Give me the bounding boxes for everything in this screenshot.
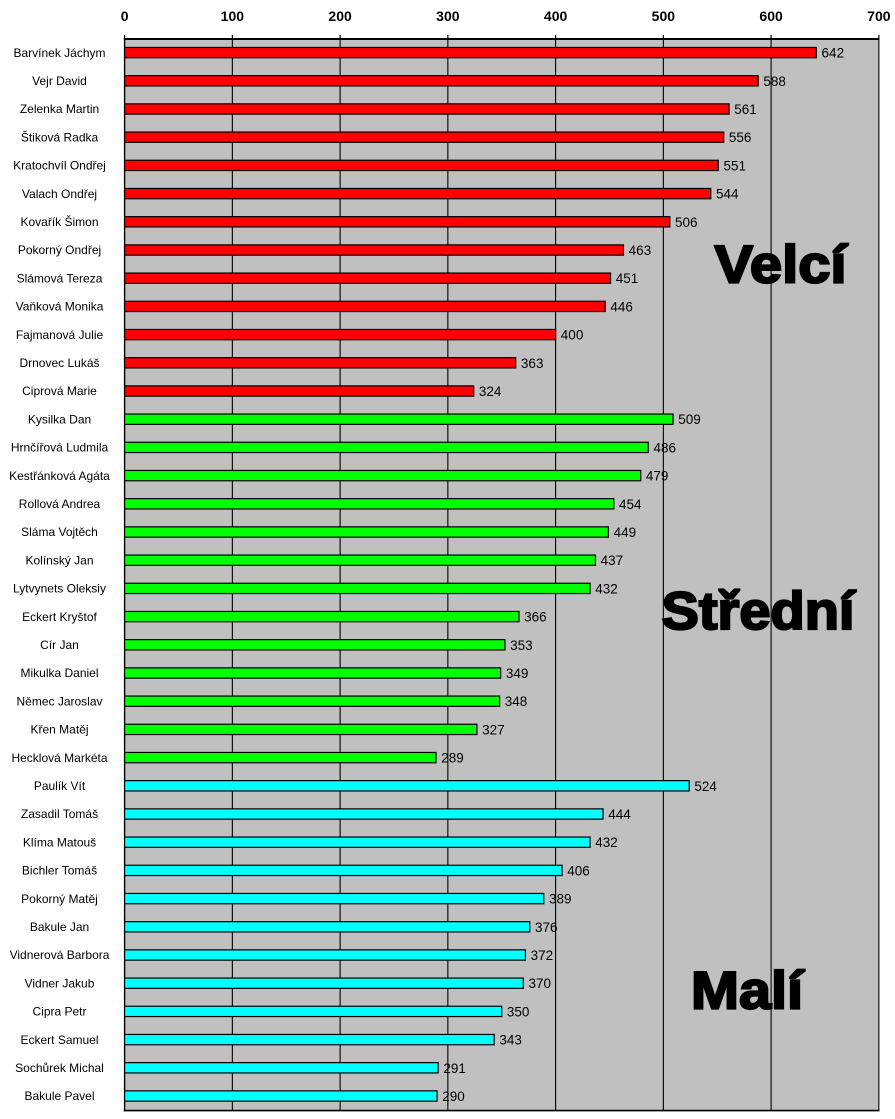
svg-text:370: 370: [528, 976, 551, 991]
svg-text:Zelenka Martin: Zelenka Martin: [20, 102, 99, 116]
svg-text:Němec Jaroslav: Němec Jaroslav: [16, 694, 102, 708]
svg-text:100: 100: [221, 8, 245, 24]
svg-text:289: 289: [441, 751, 464, 766]
svg-text:432: 432: [595, 835, 618, 850]
svg-text:600: 600: [759, 8, 783, 24]
svg-text:350: 350: [507, 1004, 530, 1019]
svg-text:Drnovec Lukáš: Drnovec Lukáš: [19, 356, 99, 370]
svg-text:479: 479: [646, 469, 669, 484]
svg-text:Eckert Samuel: Eckert Samuel: [20, 1033, 98, 1047]
svg-text:Sochůrek Michal: Sochůrek Michal: [15, 1061, 104, 1075]
svg-text:444: 444: [608, 807, 631, 822]
svg-text:Hecklová Markéta: Hecklová Markéta: [11, 751, 107, 765]
svg-text:Slámová Tereza: Slámová Tereza: [17, 271, 103, 285]
svg-text:353: 353: [510, 638, 533, 653]
svg-text:Kolínský Jan: Kolínský Jan: [25, 553, 93, 567]
svg-text:506: 506: [675, 215, 698, 230]
svg-text:389: 389: [549, 892, 572, 907]
svg-text:406: 406: [567, 863, 590, 878]
svg-text:Barvínek Jáchym: Barvínek Jáchym: [13, 46, 105, 60]
svg-text:Kestřánková Agáta: Kestřánková Agáta: [9, 469, 110, 483]
svg-text:700: 700: [867, 8, 891, 24]
svg-text:324: 324: [479, 384, 502, 399]
svg-text:Vidnerová Barbora: Vidnerová Barbora: [10, 948, 110, 962]
svg-text:Paulík Vít: Paulík Vít: [34, 779, 86, 793]
svg-text:Bakule Pavel: Bakule Pavel: [24, 1089, 94, 1103]
svg-text:Kratochvíl Ondřej: Kratochvíl Ondřej: [13, 159, 106, 173]
svg-text:Ciprová Marie: Ciprová Marie: [22, 384, 97, 398]
svg-text:454: 454: [619, 497, 642, 512]
svg-text:Klíma Matouš: Klíma Matouš: [23, 835, 96, 849]
svg-text:432: 432: [595, 581, 618, 596]
svg-text:400: 400: [544, 8, 568, 24]
svg-text:Cír Jan: Cír Jan: [40, 638, 79, 652]
svg-text:486: 486: [653, 440, 676, 455]
svg-text:449: 449: [614, 525, 637, 540]
svg-text:588: 588: [763, 74, 786, 89]
svg-text:372: 372: [531, 948, 554, 963]
svg-text:Malí: Malí: [691, 961, 805, 1020]
svg-text:642: 642: [822, 46, 845, 61]
svg-text:366: 366: [524, 610, 547, 625]
svg-text:463: 463: [629, 243, 652, 258]
svg-text:Rollová Andrea: Rollová Andrea: [19, 497, 101, 511]
svg-text:446: 446: [610, 299, 633, 314]
svg-text:290: 290: [442, 1089, 465, 1104]
svg-text:500: 500: [652, 8, 676, 24]
svg-text:Zasadil Tomáš: Zasadil Tomáš: [21, 807, 98, 821]
svg-text:Mikulka Daniel: Mikulka Daniel: [20, 666, 98, 680]
svg-text:Vaňková Monika: Vaňková Monika: [16, 300, 104, 314]
svg-text:Sláma Vojtěch: Sláma Vojtěch: [21, 525, 98, 539]
svg-text:544: 544: [716, 187, 739, 202]
svg-text:437: 437: [601, 553, 624, 568]
svg-text:509: 509: [678, 412, 701, 427]
svg-text:348: 348: [505, 694, 528, 709]
svg-text:Velcí: Velcí: [715, 235, 849, 294]
svg-text:Pokorný Matěj: Pokorný Matěj: [21, 892, 98, 906]
svg-text:300: 300: [436, 8, 460, 24]
svg-text:Kovařík Šimon: Kovařík Šimon: [20, 214, 98, 229]
svg-text:Vidner Jakub: Vidner Jakub: [25, 976, 95, 990]
svg-text:Hrnčířová Ludmila: Hrnčířová Ludmila: [11, 441, 109, 455]
svg-text:Eckert Kryštof: Eckert Kryštof: [22, 610, 97, 624]
svg-text:Cipra Petr: Cipra Petr: [32, 1005, 86, 1019]
svg-text:349: 349: [506, 666, 529, 681]
svg-text:Bakule Jan: Bakule Jan: [30, 920, 89, 934]
svg-text:Fajmanová Julie: Fajmanová Julie: [16, 328, 104, 342]
svg-text:343: 343: [499, 1033, 522, 1048]
svg-text:551: 551: [724, 158, 747, 173]
svg-text:Bichler Tomáš: Bichler Tomáš: [22, 864, 97, 878]
svg-text:Vejr David: Vejr David: [32, 74, 87, 88]
svg-text:363: 363: [521, 356, 544, 371]
svg-text:Kysilka Dan: Kysilka Dan: [28, 412, 91, 426]
svg-text:0: 0: [121, 8, 129, 24]
svg-text:291: 291: [443, 1061, 466, 1076]
svg-text:Pokorný Ondřej: Pokorný Ondřej: [18, 243, 101, 257]
svg-text:376: 376: [535, 920, 558, 935]
svg-text:524: 524: [694, 779, 717, 794]
svg-text:Štiková Radka: Štiková Radka: [21, 129, 99, 144]
svg-text:451: 451: [616, 271, 639, 286]
svg-text:556: 556: [729, 130, 752, 145]
svg-text:561: 561: [734, 102, 757, 117]
svg-text:Valach Ondřej: Valach Ondřej: [22, 187, 97, 201]
svg-text:327: 327: [482, 722, 505, 737]
svg-text:Střední: Střední: [662, 582, 857, 641]
svg-text:Křen Matěj: Křen Matěj: [30, 723, 88, 737]
svg-text:200: 200: [328, 8, 352, 24]
svg-text:Lytvynets Oleksiy: Lytvynets Oleksiy: [13, 582, 106, 596]
svg-text:400: 400: [561, 328, 584, 343]
